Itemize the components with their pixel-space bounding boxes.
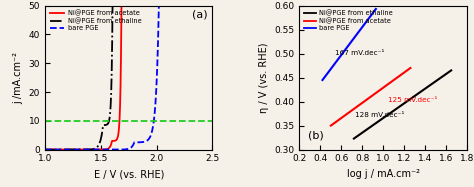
- Legend: Ni@PGE from acetate, Ni@PGE from ethaline, bare PGE: Ni@PGE from acetate, Ni@PGE from ethalin…: [48, 9, 143, 33]
- Ni@PGE from ethaline: [109, 4, 115, 7]
- Ni@PGE from ethaline: [103, 124, 109, 126]
- bare PGE: [139, 141, 145, 143]
- Ni@PGE from ethaline: [91, 148, 97, 150]
- Text: 167 mV.dec⁻¹: 167 mV.dec⁻¹: [335, 50, 384, 56]
- Line: Ni@PGE from ethaline: Ni@PGE from ethaline: [45, 6, 112, 150]
- Legend: Ni@PGE from ethaline, Ni@PGE from acetate, bare PGE: Ni@PGE from ethaline, Ni@PGE from acetat…: [303, 9, 394, 33]
- Ni@PGE from acetate: [80, 148, 85, 151]
- Y-axis label: j /mA.cm⁻²: j /mA.cm⁻²: [13, 52, 23, 104]
- Ni@PGE from ethaline: [55, 148, 60, 151]
- bare PGE: [91, 148, 97, 151]
- Ni@PGE from ethaline: [71, 148, 77, 151]
- Ni@PGE from acetate: [118, 4, 124, 7]
- bare PGE: [63, 148, 68, 151]
- bare PGE: [55, 148, 61, 151]
- bare PGE: [42, 148, 48, 151]
- Text: (b): (b): [308, 131, 324, 141]
- Ni@PGE from ethaline: [109, 91, 114, 93]
- Text: 128 mV.dec⁻¹: 128 mV.dec⁻¹: [355, 112, 404, 118]
- Line: Ni@PGE from acetate: Ni@PGE from acetate: [45, 6, 121, 150]
- Text: (a): (a): [192, 10, 208, 20]
- Ni@PGE from acetate: [42, 148, 48, 151]
- Ni@PGE from acetate: [103, 148, 109, 150]
- Ni@PGE from acetate: [52, 148, 58, 151]
- Line: bare PGE: bare PGE: [45, 6, 159, 150]
- Ni@PGE from ethaline: [42, 148, 48, 151]
- bare PGE: [156, 4, 162, 7]
- Ni@PGE from ethaline: [50, 148, 55, 151]
- X-axis label: E / V (vs. RHE): E / V (vs. RHE): [93, 169, 164, 179]
- Ni@PGE from acetate: [112, 140, 118, 142]
- Text: 125 mV.dec⁻¹: 125 mV.dec⁻¹: [388, 97, 438, 103]
- Ni@PGE from acetate: [117, 102, 123, 105]
- Ni@PGE from acetate: [58, 148, 64, 151]
- X-axis label: log j / mA.cm⁻²: log j / mA.cm⁻²: [346, 169, 419, 179]
- bare PGE: [153, 103, 158, 106]
- Y-axis label: η / V (vs. RHE): η / V (vs. RHE): [259, 42, 269, 113]
- bare PGE: [123, 148, 128, 151]
